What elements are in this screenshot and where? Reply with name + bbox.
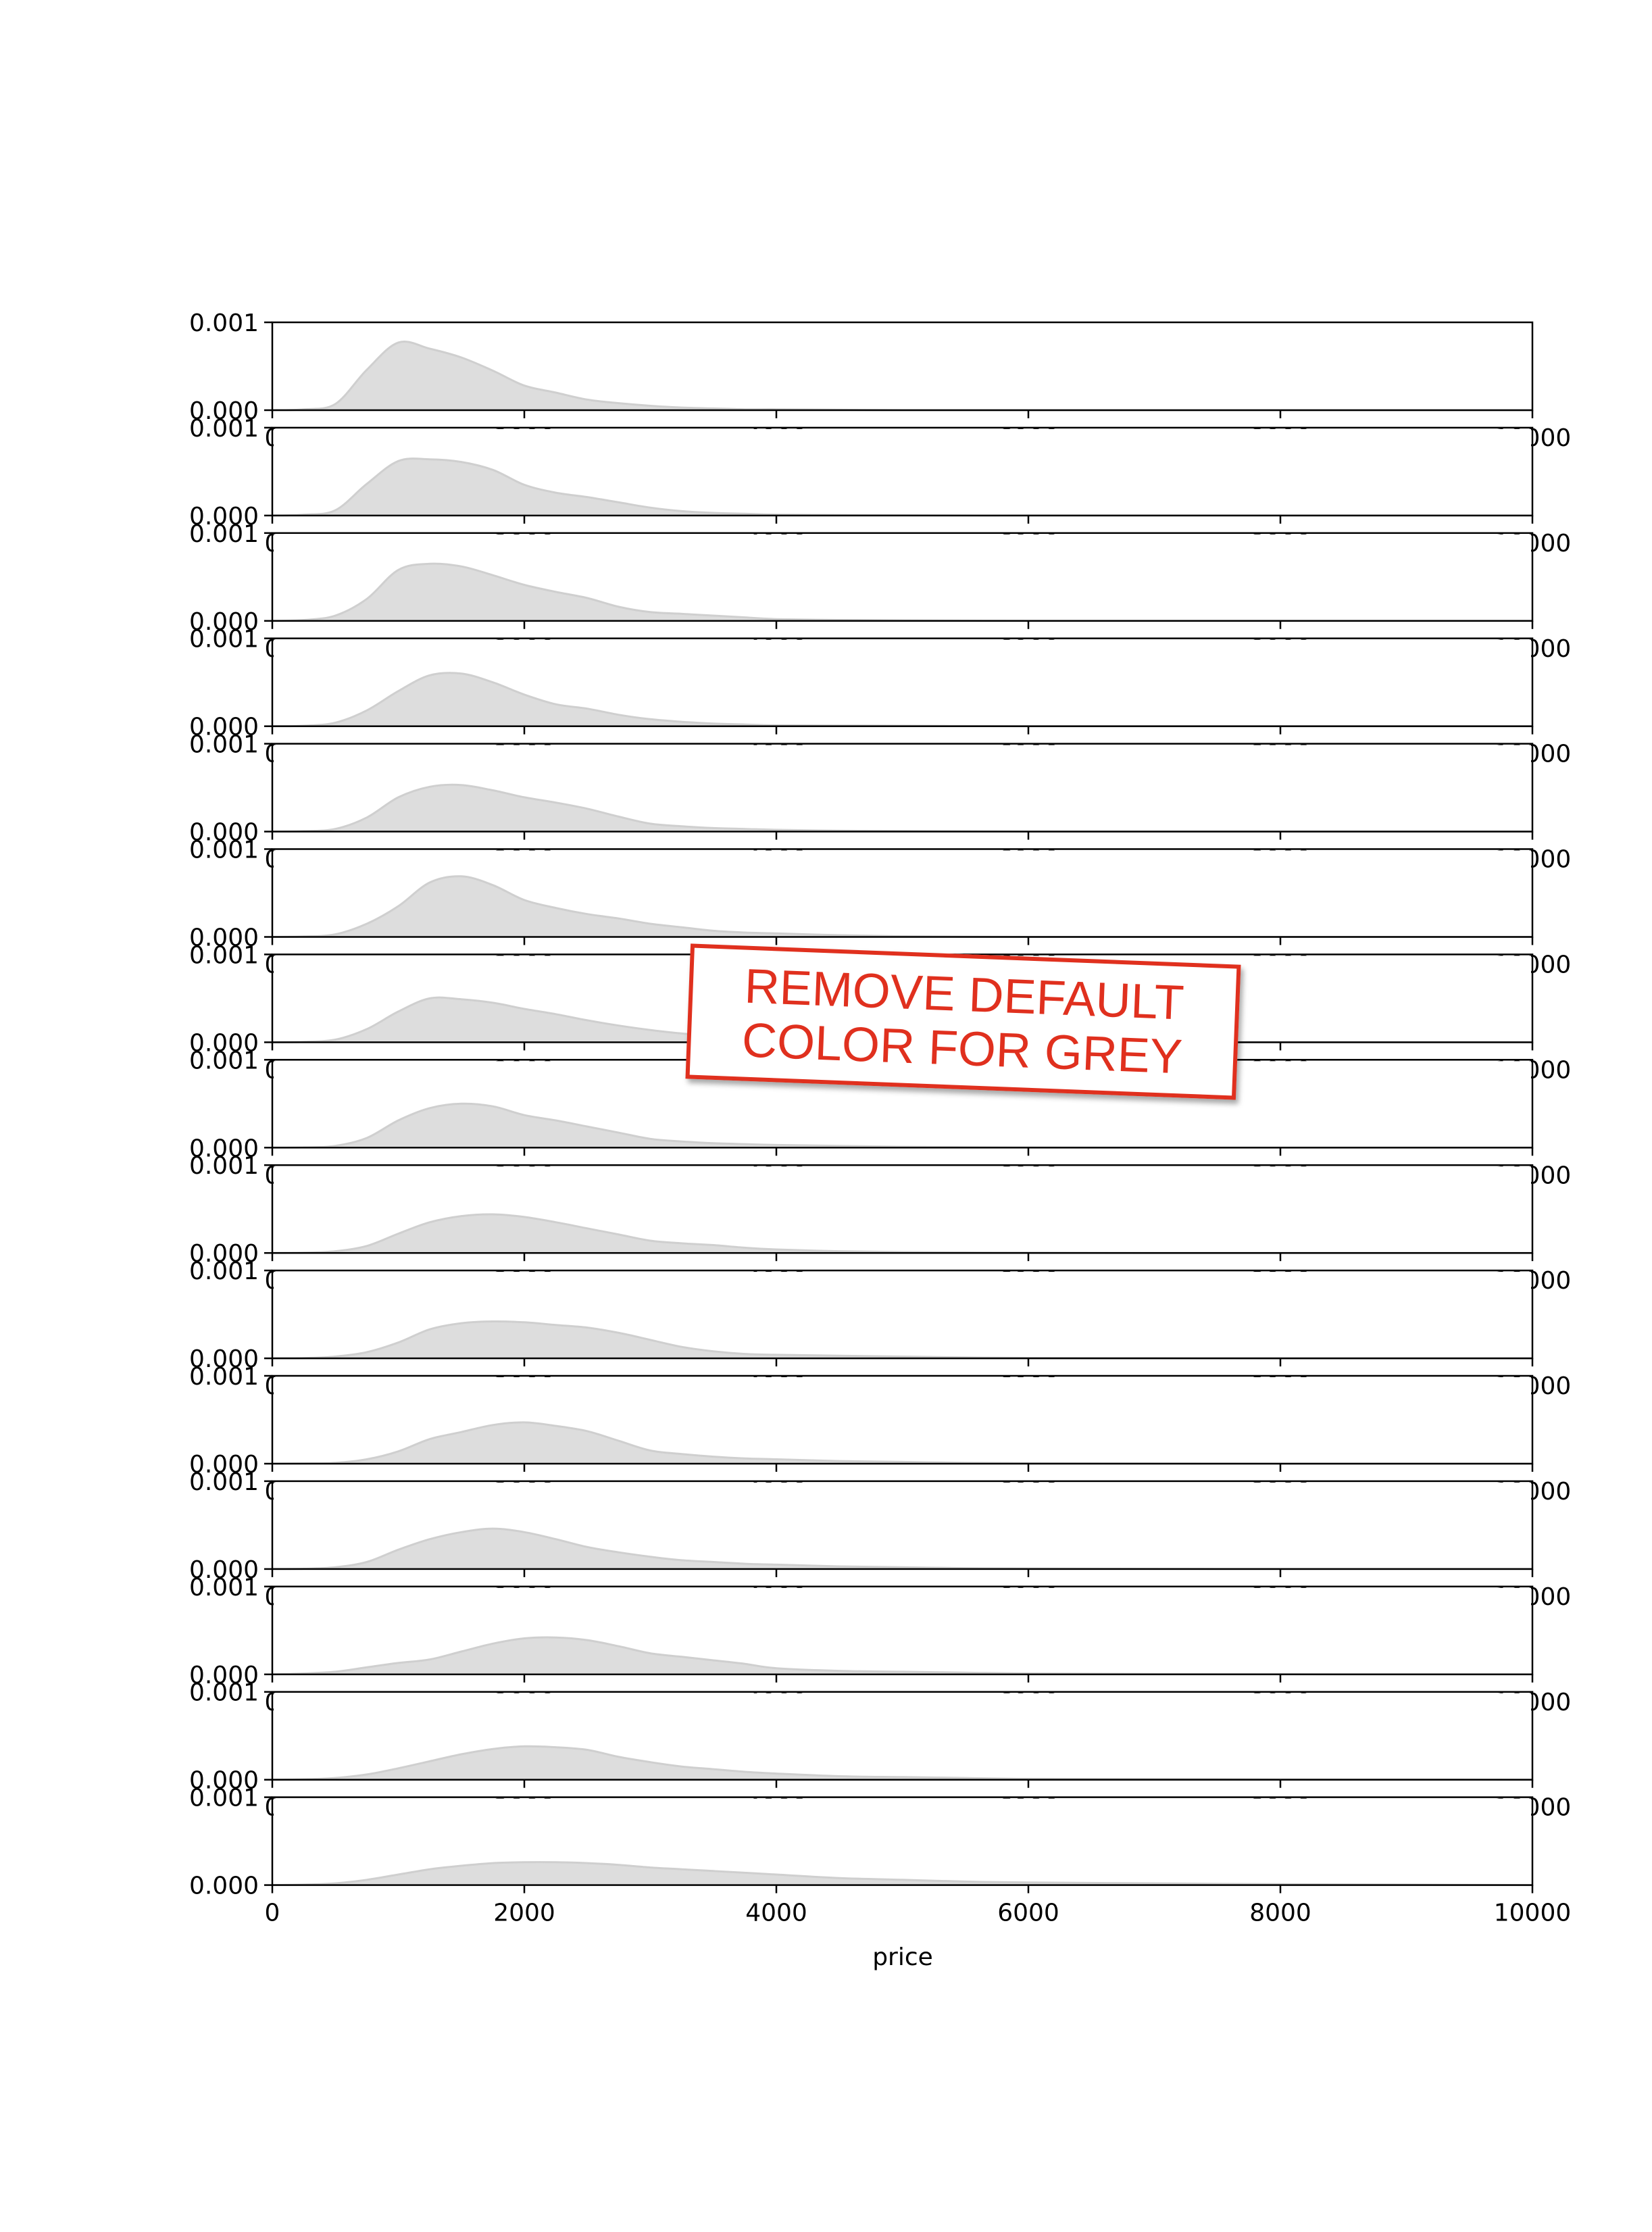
y-tick-label: 0.001 (189, 731, 259, 759)
axes-frame (271, 743, 1534, 833)
density-area (272, 1746, 1532, 1780)
y-tick-label: 0.001 (189, 626, 259, 653)
y-tick-label: 0.000 (189, 1662, 259, 1689)
density-area (272, 1214, 1532, 1254)
axes-frame (271, 1796, 1534, 1886)
y-tick-label: 0.001 (189, 1152, 259, 1180)
density-area (272, 1321, 1532, 1359)
y-tick-label: 0.000 (189, 1240, 259, 1268)
y-tick-label: 0.000 (189, 1029, 259, 1057)
y-tick-label: 0.000 (189, 1345, 259, 1373)
y-tick-label: 0.001 (189, 1258, 259, 1285)
density-area (272, 1529, 1532, 1569)
axes-frame (271, 1480, 1534, 1570)
density-area (272, 785, 1532, 832)
y-tick-label: 0.001 (189, 941, 259, 969)
y-tick-label: 0.001 (189, 1047, 259, 1074)
y-tick-label: 0.001 (189, 1468, 259, 1496)
density-area (272, 458, 1532, 516)
axes-frame (271, 1585, 1534, 1676)
density-area (272, 1637, 1532, 1675)
y-tick-label: 0.000 (189, 397, 259, 425)
y-tick-label: 0.000 (189, 1767, 259, 1795)
y-tick-label: 0.001 (189, 1574, 259, 1602)
density-area (272, 876, 1532, 937)
density-area (272, 341, 1532, 411)
axes-frame (271, 532, 1534, 622)
x-tick-label: 6000 (997, 1900, 1059, 1927)
panels: 0.0000.00102000400060008000100000.0000.0… (189, 309, 1571, 1927)
axes-frame (271, 321, 1534, 412)
y-tick-label: 0.000 (189, 819, 259, 847)
density-line (272, 1861, 1533, 1887)
y-tick-label: 0.001 (189, 837, 259, 864)
y-tick-label: 0.001 (189, 1679, 259, 1707)
axes-frame (271, 848, 1534, 938)
axes-frame (271, 1374, 1534, 1465)
density-area (272, 1862, 1532, 1885)
y-tick-label: 0.000 (189, 714, 259, 741)
density-area (272, 564, 1532, 621)
axes-frame (271, 1269, 1534, 1360)
axes-frame (271, 1691, 1534, 1781)
x-tick-label: 10000 (1494, 1900, 1572, 1927)
y-tick-label: 0.000 (189, 1451, 259, 1479)
x-tick-label: 8000 (1249, 1900, 1311, 1927)
y-tick-label: 0.000 (189, 1873, 259, 1900)
y-tick-label: 0.001 (189, 520, 259, 548)
x-axis-label: price (872, 1943, 933, 1971)
axes-frame (271, 1164, 1534, 1254)
y-tick-label: 0.000 (189, 924, 259, 952)
axes-frame (271, 426, 1534, 517)
y-tick-label: 0.000 (189, 503, 259, 530)
y-tick-label: 0.000 (189, 1135, 259, 1162)
annotation-stamp: REMOVE DEFAULT COLOR FOR GREY (685, 943, 1241, 1100)
y-tick-label: 0.000 (189, 608, 259, 636)
y-tick-label: 0.001 (189, 309, 259, 337)
density-area (272, 1103, 1532, 1148)
density-area (272, 672, 1532, 726)
axes-frame (271, 637, 1534, 727)
y-tick-label: 0.000 (189, 1556, 259, 1584)
panel-15: 0.000 0.001 0 2000 4000 6000 8000 10000 (189, 1785, 1571, 1927)
density-area (272, 1422, 1532, 1464)
x-tick-label: 2000 (493, 1900, 555, 1927)
density-area (272, 997, 1532, 1043)
y-tick-label: 0.001 (189, 415, 259, 443)
x-tick-label: 0 (265, 1900, 280, 1927)
x-tick-label: 4000 (745, 1900, 807, 1927)
y-tick-label: 0.001 (189, 1363, 259, 1391)
y-tick-label: 0.001 (189, 1785, 259, 1812)
